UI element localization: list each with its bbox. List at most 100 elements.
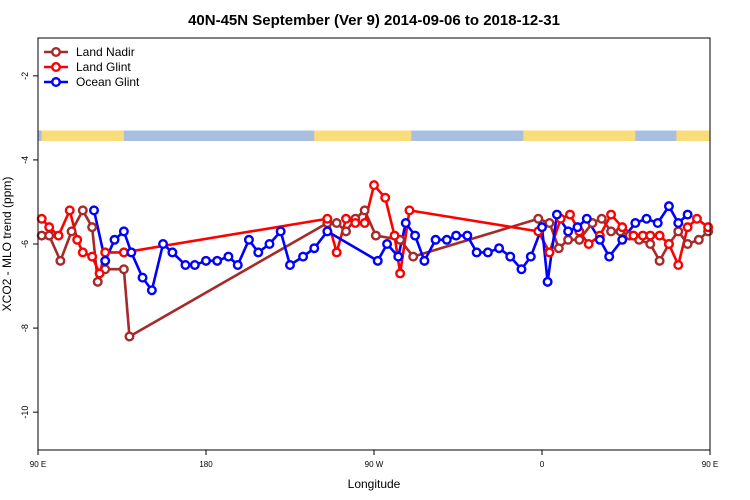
data-point bbox=[264, 238, 275, 249]
data-point bbox=[663, 201, 674, 212]
data-point bbox=[72, 234, 83, 245]
data-point bbox=[451, 230, 462, 241]
data-point bbox=[126, 247, 137, 258]
legend-swatch-marker bbox=[51, 47, 62, 58]
data-point bbox=[212, 255, 223, 266]
data-point bbox=[673, 217, 684, 228]
data-point bbox=[553, 243, 564, 254]
data-point bbox=[404, 205, 415, 216]
data-point bbox=[64, 205, 75, 216]
data-point bbox=[430, 234, 441, 245]
data-point bbox=[232, 260, 243, 271]
data-point bbox=[565, 209, 576, 220]
data-point bbox=[359, 205, 370, 216]
data-point bbox=[298, 251, 309, 262]
data-point bbox=[682, 238, 693, 249]
data-point bbox=[180, 260, 191, 271]
data-point bbox=[331, 217, 342, 228]
data-point bbox=[253, 247, 264, 258]
data-point bbox=[462, 230, 473, 241]
plot-area bbox=[36, 130, 714, 342]
y-tick-label: -10 bbox=[20, 406, 30, 419]
x-axis: 90 E 180 90 W 0 90 E bbox=[30, 450, 718, 469]
data-point bbox=[544, 247, 555, 258]
data-point bbox=[322, 226, 333, 237]
data-point bbox=[537, 222, 548, 233]
data-point bbox=[200, 255, 211, 266]
data-point bbox=[533, 213, 544, 224]
data-point bbox=[36, 213, 47, 224]
data-point bbox=[645, 238, 656, 249]
x-tick-label: 180 bbox=[199, 460, 213, 469]
data-point bbox=[682, 209, 693, 220]
data-point bbox=[109, 234, 120, 245]
land-strip-segment bbox=[41, 130, 124, 141]
data-point bbox=[563, 234, 574, 245]
data-point bbox=[542, 276, 553, 287]
data-point bbox=[673, 260, 684, 271]
legend-label: Land Glint bbox=[76, 60, 131, 74]
data-point bbox=[243, 234, 254, 245]
data-point bbox=[606, 226, 617, 237]
data-point bbox=[53, 230, 64, 241]
data-point bbox=[641, 213, 652, 224]
data-point bbox=[581, 213, 592, 224]
x-tick-label: 90 E bbox=[30, 460, 46, 469]
data-point bbox=[645, 230, 656, 241]
legend-item: Land Glint bbox=[44, 60, 131, 74]
data-point bbox=[551, 209, 562, 220]
data-point bbox=[370, 230, 381, 241]
data-point bbox=[100, 247, 111, 258]
data-point bbox=[617, 222, 628, 233]
data-point bbox=[309, 243, 320, 254]
data-point bbox=[419, 255, 430, 266]
y-axis-label: XCO2 - MLO trend (ppm) bbox=[0, 177, 14, 312]
data-point bbox=[516, 264, 527, 275]
data-point bbox=[682, 222, 693, 233]
data-point bbox=[124, 331, 135, 342]
data-point bbox=[691, 213, 702, 224]
data-point bbox=[359, 217, 370, 228]
data-point bbox=[92, 276, 103, 287]
legend-swatch-marker bbox=[51, 76, 62, 87]
data-point bbox=[408, 251, 419, 262]
data-point bbox=[167, 247, 178, 258]
data-point bbox=[574, 234, 585, 245]
data-point bbox=[628, 230, 639, 241]
y-tick-label: -8 bbox=[20, 324, 30, 332]
data-point bbox=[369, 180, 380, 191]
data-point bbox=[77, 247, 88, 258]
data-point bbox=[158, 238, 169, 249]
data-point bbox=[654, 230, 665, 241]
data-point bbox=[583, 238, 594, 249]
y-axis: -2 -4 -6 -8 -10 bbox=[20, 72, 38, 419]
x-tick-label: 90 E bbox=[702, 460, 718, 469]
legend-label: Ocean Glint bbox=[76, 75, 140, 89]
data-point bbox=[654, 255, 665, 266]
data-point bbox=[341, 226, 352, 237]
data-point bbox=[380, 192, 391, 203]
land-strip-segment bbox=[314, 130, 412, 141]
data-point bbox=[118, 264, 129, 275]
data-point bbox=[393, 251, 404, 262]
data-point bbox=[596, 213, 607, 224]
data-point bbox=[66, 226, 77, 237]
data-point bbox=[223, 251, 234, 262]
data-point bbox=[322, 213, 333, 224]
land-strip-segment bbox=[523, 130, 636, 141]
data-point bbox=[703, 222, 714, 233]
data-point bbox=[100, 255, 111, 266]
data-point bbox=[400, 217, 411, 228]
data-point bbox=[55, 255, 66, 266]
data-point bbox=[572, 222, 583, 233]
y-tick-label: -4 bbox=[20, 156, 30, 164]
data-point bbox=[118, 226, 129, 237]
data-point bbox=[604, 251, 615, 262]
data-point bbox=[44, 230, 55, 241]
data-point bbox=[87, 251, 98, 262]
y-tick-label: -6 bbox=[20, 240, 30, 248]
x-tick-label: 90 W bbox=[365, 460, 384, 469]
data-point bbox=[341, 213, 352, 224]
data-point bbox=[482, 247, 493, 258]
x-axis-label: Longitude bbox=[348, 477, 401, 491]
